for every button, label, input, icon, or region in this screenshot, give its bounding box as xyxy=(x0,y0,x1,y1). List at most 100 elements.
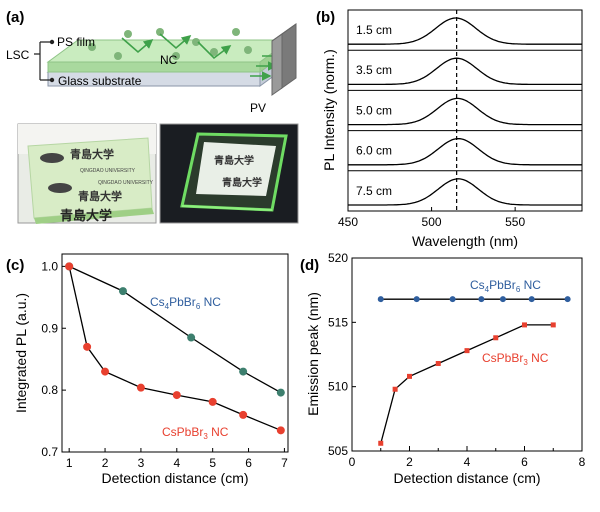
data-point-cspb xyxy=(208,397,217,406)
x-tick-label: 550 xyxy=(505,215,525,229)
photo-uv: 青島大学 青島大学 xyxy=(159,123,299,224)
photo-text-cn-5: 青島大学 xyxy=(222,176,262,189)
x-tick-label: 7 xyxy=(281,456,288,470)
data-point-cs4 xyxy=(118,287,127,296)
data-point-cspb xyxy=(392,386,398,392)
legend-cspbbr3-part: 3 xyxy=(203,432,208,441)
glass-pointer xyxy=(49,77,55,83)
x-tick-label: 500 xyxy=(422,215,442,229)
legend-cs4pbbr6-part: 4 xyxy=(165,302,170,311)
data-point-cs4 xyxy=(478,296,485,303)
legend-cs4pbbr6-part: NC xyxy=(520,278,541,292)
x-tick-label: 1 xyxy=(66,456,73,470)
legend-cs4pbbr6-part: PbBr xyxy=(489,278,516,292)
spectrum-distance-label: 1.5 cm xyxy=(356,23,392,37)
ps-film-pointer xyxy=(49,39,55,45)
x-tick-label: 0 xyxy=(349,455,356,469)
legend-cs4pbbr6-part: PbBr xyxy=(169,295,196,309)
y-tick-label: 510 xyxy=(328,380,348,394)
x-tick-label: 3 xyxy=(138,456,145,470)
legend-cspbbr3: CsPbBr3 NC xyxy=(482,351,549,367)
data-point-cs4 xyxy=(449,296,456,303)
y-tick-label: 505 xyxy=(328,444,348,458)
spectrum-line xyxy=(348,97,582,126)
spectrum-distance-label: 6.0 cm xyxy=(356,144,392,158)
y-tick-label: 0.9 xyxy=(41,321,58,335)
panel-a: (a) LSC PS fi xyxy=(6,9,299,224)
y-tick-label: 515 xyxy=(328,315,348,329)
panel-c-plot-frame xyxy=(61,253,289,453)
panel-c-x-axis-label: Detection distance (cm) xyxy=(101,470,248,486)
series-line-cspb xyxy=(68,266,282,431)
data-point-cspb xyxy=(276,426,285,435)
legend-cs4pbbr6-part: NC xyxy=(200,295,221,309)
legend-cs4pbbr6-part: 6 xyxy=(516,285,521,294)
photo-daylight: 青島大学 QINGDAO UNIVERSITY 青島大学 QINGDAO UNI… xyxy=(17,123,157,224)
x-tick-label: 4 xyxy=(173,456,180,470)
legend-cspbbr3-part: NC xyxy=(528,351,549,365)
data-point-cspb xyxy=(172,391,181,400)
pv-cell-top xyxy=(271,23,297,42)
legend-cs4pbbr6: Cs4PbBr6 NC xyxy=(150,295,221,311)
photo-text-cn-2: 青島大学 xyxy=(78,189,122,203)
spectrum-line xyxy=(348,17,582,45)
data-point-cs4 xyxy=(276,388,285,397)
data-point-cs4 xyxy=(528,296,535,303)
x-tick-label: 4 xyxy=(464,455,471,469)
panel-d-y-axis-label: Emission peak (nm) xyxy=(305,292,321,416)
legend-cspbbr3-part: CsPbBr xyxy=(162,425,203,439)
data-point-cs4 xyxy=(187,333,196,342)
panel-b-y-axis-label: PL Intensity (norm.) xyxy=(321,49,337,171)
lsc-bracket xyxy=(34,41,52,81)
data-point-cspb xyxy=(239,410,248,419)
spectrum-line xyxy=(348,178,582,206)
spectrum-line xyxy=(348,137,582,166)
photo-text-cn-3: 青島大学 xyxy=(60,208,112,223)
legend-cs4pbbr6-part: Cs xyxy=(150,295,165,309)
data-point-cs4 xyxy=(499,296,506,303)
panel-c-y-axis-label: Integrated PL (a.u.) xyxy=(13,293,29,413)
data-point-cspb xyxy=(550,322,556,328)
legend-cs4pbbr6-part: 6 xyxy=(196,302,201,311)
pv-cell-front xyxy=(271,33,283,96)
spectrum-distance-label: 5.0 cm xyxy=(356,103,392,117)
legend-cs4pbbr6-part: 4 xyxy=(485,285,490,294)
photo-text-cn-1: 青島大学 xyxy=(70,147,114,161)
x-tick-label: 6 xyxy=(521,455,528,469)
data-point-cspb xyxy=(101,367,110,376)
x-tick-label: 8 xyxy=(579,455,586,469)
data-point-cs4 xyxy=(413,296,420,303)
panel-b-label: (b) xyxy=(316,9,335,26)
panel-d-label: (d) xyxy=(300,257,319,274)
panel-d-x-axis-label: Detection distance (cm) xyxy=(393,470,540,486)
data-point-cs4 xyxy=(564,296,571,303)
x-tick-label: 2 xyxy=(406,455,413,469)
x-tick-label: 5 xyxy=(209,456,216,470)
panel-b-plot-frame xyxy=(347,9,583,212)
x-tick-label: 450 xyxy=(338,215,358,229)
data-point-cspb xyxy=(136,383,145,392)
legend-cspbbr3-part: 3 xyxy=(523,358,528,367)
panel-c-label: (c) xyxy=(6,257,24,274)
series-line-cs4 xyxy=(68,265,282,394)
y-tick-label: 1.0 xyxy=(41,259,58,273)
data-point-cspb xyxy=(65,262,74,271)
legend-cspbbr3: CsPbBr3 NC xyxy=(162,425,229,441)
spectrum-distance-label: 7.5 cm xyxy=(356,184,392,198)
spectrum-distance-label: 3.5 cm xyxy=(356,63,392,77)
ps-film-label: PS film xyxy=(57,35,95,49)
ps-film-side xyxy=(47,61,261,73)
nc-dots xyxy=(88,28,252,60)
glass-label: Glass substrate xyxy=(58,74,142,88)
spectrum-line xyxy=(348,57,582,86)
pv-cell-side xyxy=(281,23,297,89)
nc-label: NC xyxy=(160,53,178,67)
y-tick-label: 0.7 xyxy=(41,445,58,459)
x-tick-label: 6 xyxy=(245,456,252,470)
y-tick-label: 520 xyxy=(328,251,348,265)
